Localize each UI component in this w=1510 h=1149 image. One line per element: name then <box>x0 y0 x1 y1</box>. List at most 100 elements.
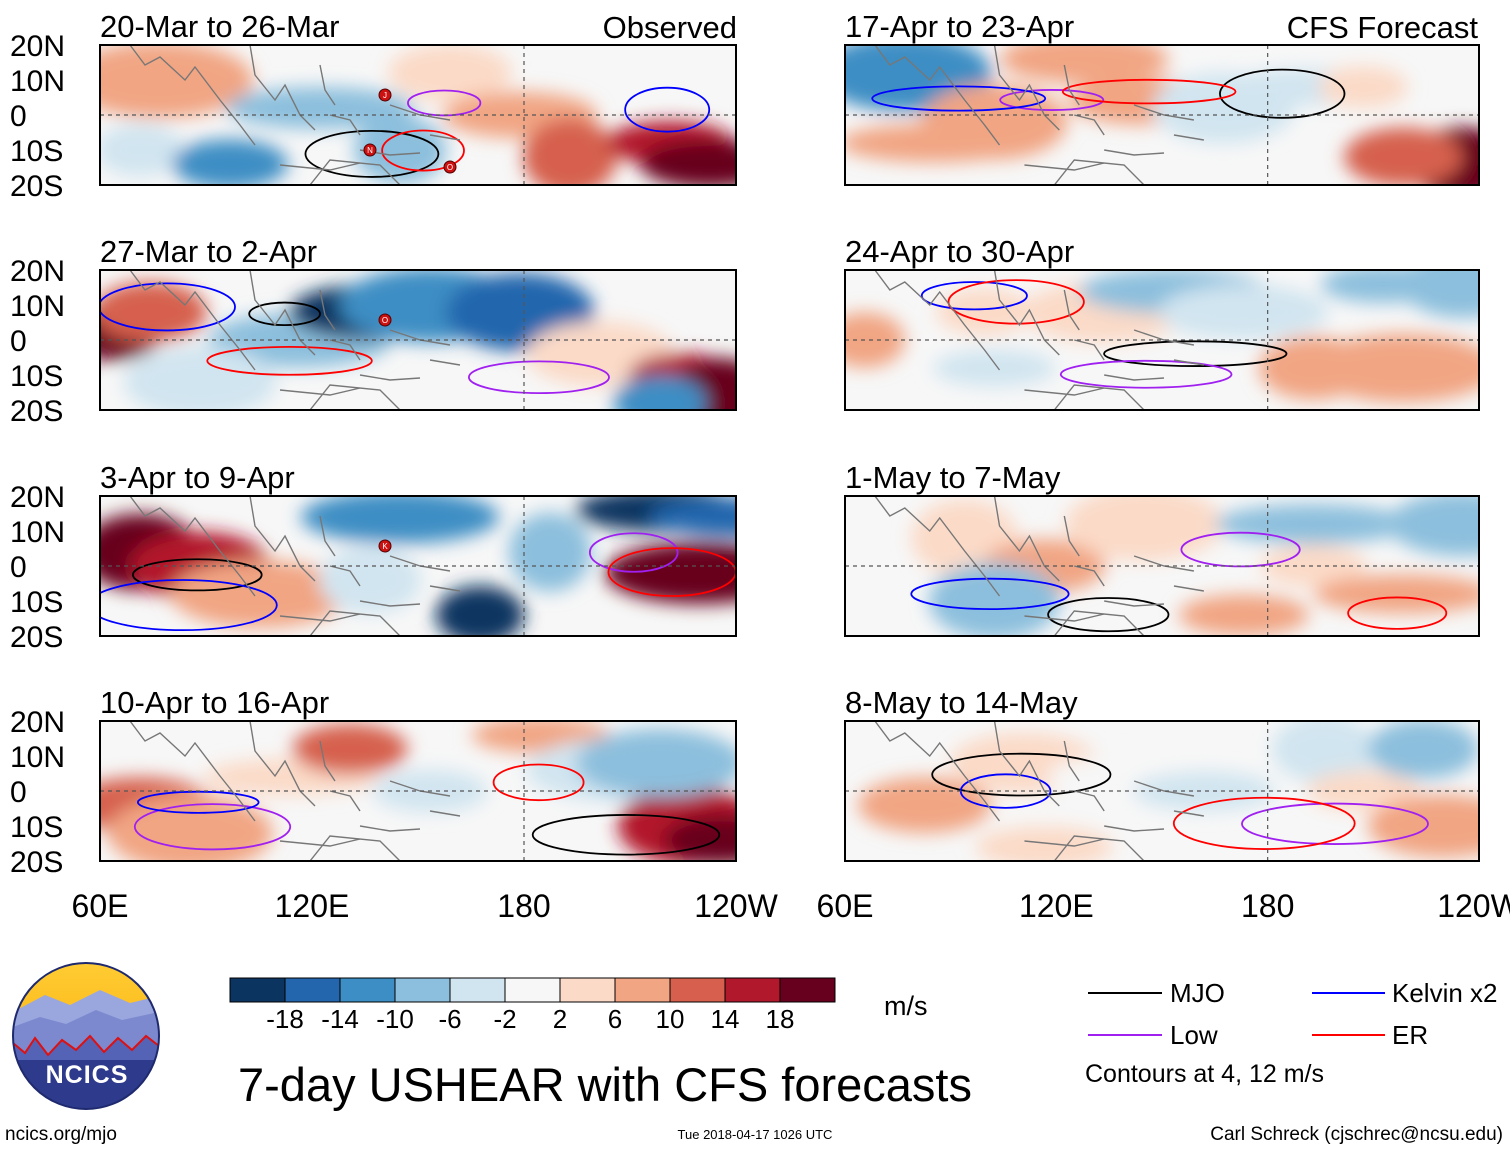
lon-tick-label: 120W <box>694 888 778 924</box>
shear-blob <box>100 45 254 119</box>
shear-blob <box>300 496 500 544</box>
panel-title: 1-May to 7-May <box>845 460 1061 495</box>
contour-er <box>1172 796 1356 850</box>
shear-blob <box>100 123 185 177</box>
storm-marker <box>443 160 457 174</box>
shear-field <box>100 45 736 185</box>
shear-field <box>857 721 1479 861</box>
shear-blob <box>1260 544 1367 588</box>
coastline <box>874 496 1204 636</box>
lat-tick-label: 20S <box>10 846 63 879</box>
shear-blob <box>664 814 736 861</box>
cfs-forecast-label: CFS Forecast <box>1287 10 1479 45</box>
contour-mjo <box>248 301 321 327</box>
coastline <box>874 721 1204 861</box>
colorbar-tick-label: 2 <box>553 1004 567 1034</box>
lat-tick-label: 20N <box>10 30 65 63</box>
storm-label: K <box>382 542 388 551</box>
shear-blob <box>648 497 736 537</box>
panel-frame <box>844 269 1480 411</box>
colorbar-swatch <box>449 977 506 1003</box>
shear-blob <box>604 541 736 605</box>
lat-tick-label: 20N <box>10 255 65 288</box>
lat-tick-label: 0 <box>10 551 27 584</box>
shear-blob <box>1178 594 1309 636</box>
shear-blob <box>318 546 422 614</box>
shear-blob <box>1313 574 1479 614</box>
colorbar-swatch <box>284 977 341 1003</box>
lat-tick-label: 10S <box>10 586 63 619</box>
storm-marker <box>378 88 392 102</box>
shear-field <box>845 45 1479 185</box>
colorbar-unit: m/s <box>884 991 928 1021</box>
legend-label-mjo: MJO <box>1170 978 1225 1008</box>
coastline <box>129 721 461 861</box>
contour-low <box>133 803 292 851</box>
lon-tick-label: 120E <box>1019 888 1094 924</box>
contour-mjo <box>931 752 1112 797</box>
colorbar-tick-label: -10 <box>376 1004 414 1034</box>
longitude-axis: 60E 120E 180 120W 60E 120E 180 120W <box>72 888 1510 924</box>
contour-kelvin <box>624 86 711 133</box>
site-url: ncics.org/mjo <box>5 1124 117 1145</box>
contour-er <box>381 129 465 172</box>
timestamp: Tue 2018-04-17 1026 UTC <box>678 1127 833 1142</box>
contour-er <box>492 763 585 802</box>
panel-title: 17-Apr to 23-Apr <box>845 9 1074 44</box>
panel-title: 8-May to 14-May <box>845 685 1078 720</box>
contour-mjo <box>1103 340 1288 367</box>
shear-blob <box>921 84 1068 160</box>
lat-tick-label: 20S <box>10 170 63 203</box>
lon-tick-label: 180 <box>1241 888 1294 924</box>
contour-low <box>1241 802 1429 845</box>
panels: J N O 20-Mar to 26-Mar O 27-Mar to 2-Apr K 3-Ap… <box>99 9 1480 862</box>
legend-label-er: ER <box>1392 1020 1428 1050</box>
contour-kelvin <box>136 790 260 814</box>
panel-frame <box>844 720 1480 862</box>
shear-blob <box>387 45 513 102</box>
shear-blob <box>1344 127 1463 185</box>
colorbar-swatch <box>394 977 451 1003</box>
lon-tick-label: 180 <box>497 888 550 924</box>
shear-blob <box>353 116 447 184</box>
shear-blob <box>100 281 208 343</box>
contour-mjo <box>1047 597 1170 633</box>
panel-frame <box>99 495 737 637</box>
shear-blob <box>845 312 906 368</box>
panel-title: 24-Apr to 30-Apr <box>845 234 1074 269</box>
contour-kelvin <box>871 85 1047 112</box>
panel-title: 20-Mar to 26-Mar <box>100 9 339 44</box>
panel: 8-May to 14-May <box>844 685 1480 862</box>
main-title: 7-day USHEAR with CFS forecasts <box>238 1058 972 1111</box>
panel: O 27-Mar to 2-Apr <box>99 234 737 411</box>
legend-label-low: Low <box>1170 1020 1218 1050</box>
shear-field <box>100 721 736 861</box>
colorbar-tick-label: 10 <box>656 1004 685 1034</box>
colorbar-tick-label: -2 <box>493 1004 516 1034</box>
contour-er <box>1061 78 1237 105</box>
lat-tick-label: 10N <box>10 741 65 774</box>
storm-label: J <box>383 91 387 100</box>
shear-blob <box>928 562 1061 636</box>
shear-blob <box>1064 496 1224 562</box>
lat-tick-label: 20N <box>10 706 65 739</box>
legend-note: Contours at 4, 12 m/s <box>1085 1060 1324 1088</box>
colorbar-swatch <box>614 977 671 1003</box>
lat-tick-label: 0 <box>10 100 27 133</box>
colorbar-swatch <box>504 977 561 1003</box>
panel-frame <box>99 720 737 862</box>
shear-blob <box>640 139 736 185</box>
contour-er <box>1347 596 1448 630</box>
lat-tick-label: 10S <box>10 811 63 844</box>
lat-tick-label: 10N <box>10 290 65 323</box>
contour-mjo <box>1219 68 1346 119</box>
colorbar-swatch <box>339 977 396 1003</box>
shear-blob <box>1367 794 1479 858</box>
shear-field <box>845 270 1479 403</box>
lon-tick-label: 120E <box>275 888 350 924</box>
colorbar-swatch <box>779 977 836 1003</box>
contour-mjo <box>531 814 721 856</box>
contour-er <box>206 345 373 376</box>
storm-marker <box>363 143 377 157</box>
shear-blob <box>508 512 592 592</box>
